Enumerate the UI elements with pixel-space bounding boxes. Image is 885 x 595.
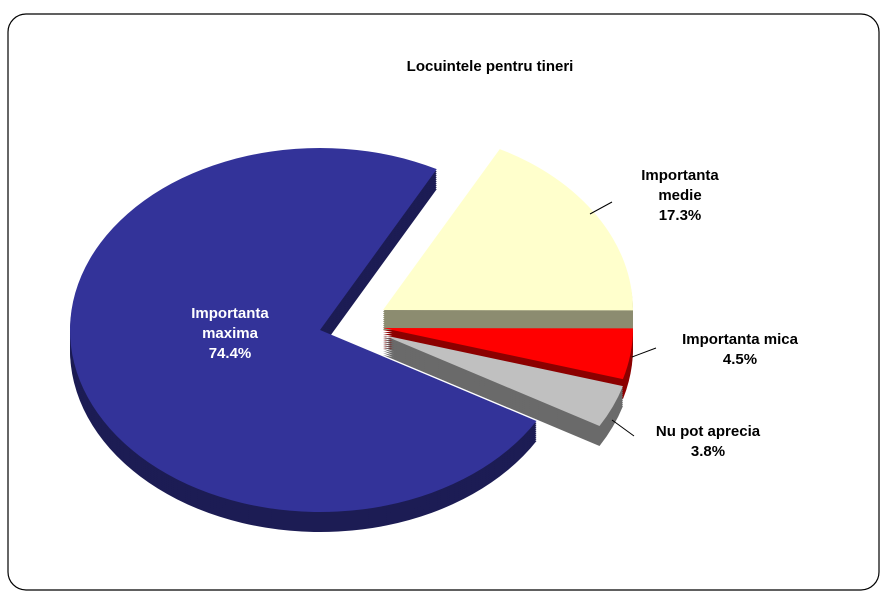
leader-line <box>589 201 613 215</box>
leader-line <box>611 419 635 437</box>
slice <box>383 335 623 426</box>
category-label: Nu pot aprecia <box>655 423 761 440</box>
value-label: 4.5% <box>722 351 758 368</box>
category-label: Importanta medie <box>641 167 719 204</box>
category-label: Importanta maxima <box>191 305 269 342</box>
pie <box>70 148 633 532</box>
slice-label: Importanta mica 4.5% <box>650 330 830 370</box>
leader-line <box>631 347 657 358</box>
value-label: 74.4% <box>208 345 252 362</box>
value-label: 3.8% <box>690 443 726 460</box>
slice-label: Nu pot aprecia 3.8% <box>628 422 788 462</box>
slice <box>70 148 537 513</box>
category-label: Importanta mica <box>682 331 798 348</box>
slice-label: Importanta medie 17.3% <box>610 166 750 226</box>
value-label: 17.3% <box>658 207 702 224</box>
chart-title: Locuintele pentru tineri <box>406 58 574 75</box>
slice <box>383 328 633 380</box>
slice <box>383 149 633 311</box>
slice-label: Importanta maxima 74.4% <box>155 304 305 364</box>
